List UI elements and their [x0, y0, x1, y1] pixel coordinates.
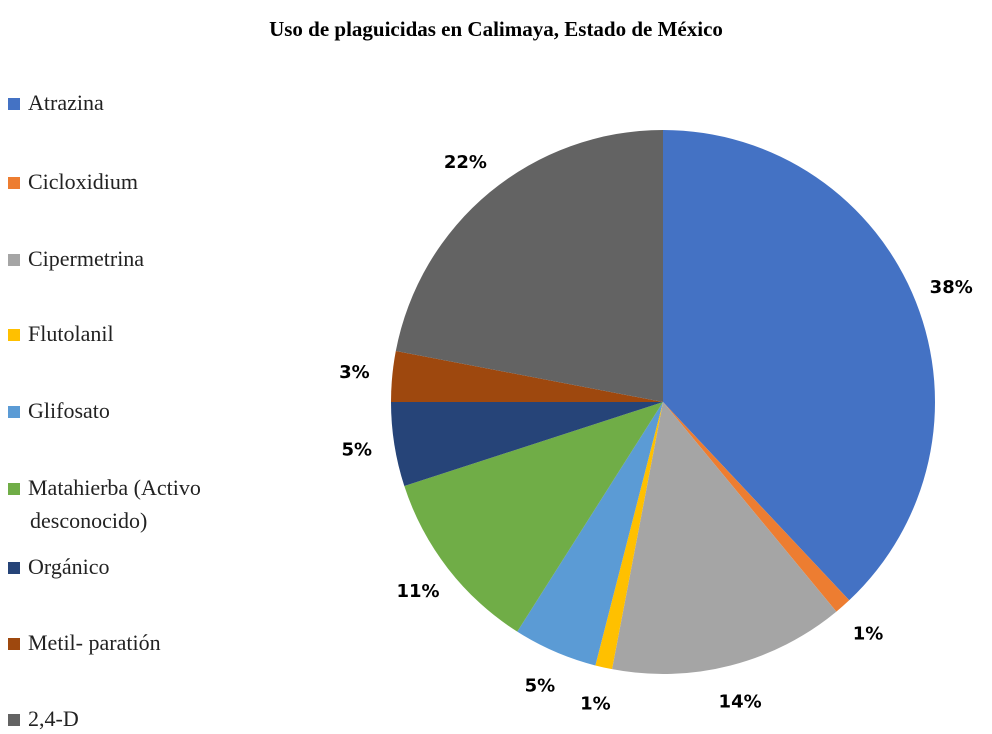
pie-slice — [595, 402, 663, 670]
legend-label: Metil- paratión — [28, 630, 161, 655]
legend-label: Cicloxidium — [28, 169, 138, 194]
legend-item: Glifosato — [8, 394, 290, 427]
pie-slice — [663, 130, 936, 601]
pie-slice — [391, 402, 663, 487]
value-label: 14% — [719, 691, 762, 712]
legend-swatch — [8, 254, 20, 266]
legend-item: Orgánico — [8, 550, 290, 583]
legend-swatch — [8, 98, 20, 110]
legend-swatch — [8, 714, 20, 726]
value-label: 22% — [444, 152, 487, 173]
value-label: 1% — [853, 624, 884, 645]
legend-label: Matahierba (Activo desconocido) — [28, 475, 201, 533]
legend-label: Atrazina — [28, 90, 104, 115]
legend-swatch — [8, 406, 20, 418]
legend-swatch — [8, 329, 20, 341]
pie-slice — [663, 402, 850, 612]
legend-item: 2,4-D — [8, 702, 290, 734]
legend-swatch — [8, 177, 20, 189]
legend-label: Orgánico — [28, 554, 110, 579]
legend-item: Flutolanil — [8, 317, 290, 350]
pie-slice — [612, 402, 837, 674]
pie-slice — [395, 130, 663, 402]
legend-item: Cipermetrina — [8, 242, 290, 275]
legend-label: Glifosato — [28, 398, 110, 423]
legend-item: Metil- paratión — [8, 626, 290, 659]
pie-slice — [517, 402, 663, 666]
legend-item: Atrazina — [8, 86, 290, 119]
legend-item: Cicloxidium — [8, 165, 290, 198]
legend-swatch — [8, 562, 20, 574]
legend-item: Matahierba (Activo desconocido) — [8, 471, 290, 537]
legend-swatch — [8, 638, 20, 650]
legend-swatch — [8, 483, 20, 495]
value-label: 38% — [930, 277, 973, 298]
chart-title: Uso de plaguicidas en Calimaya, Estado d… — [269, 17, 723, 41]
value-label: 5% — [342, 439, 373, 460]
value-label: 5% — [525, 676, 556, 697]
value-label: 11% — [397, 581, 440, 602]
legend-label: Flutolanil — [28, 321, 114, 346]
legend-label: 2,4-D — [28, 706, 79, 731]
legend-label: Cipermetrina — [28, 246, 145, 271]
pie-slice — [391, 351, 663, 402]
pie-slice — [404, 402, 663, 632]
value-label: 3% — [339, 362, 370, 383]
value-label: 1% — [580, 694, 611, 715]
